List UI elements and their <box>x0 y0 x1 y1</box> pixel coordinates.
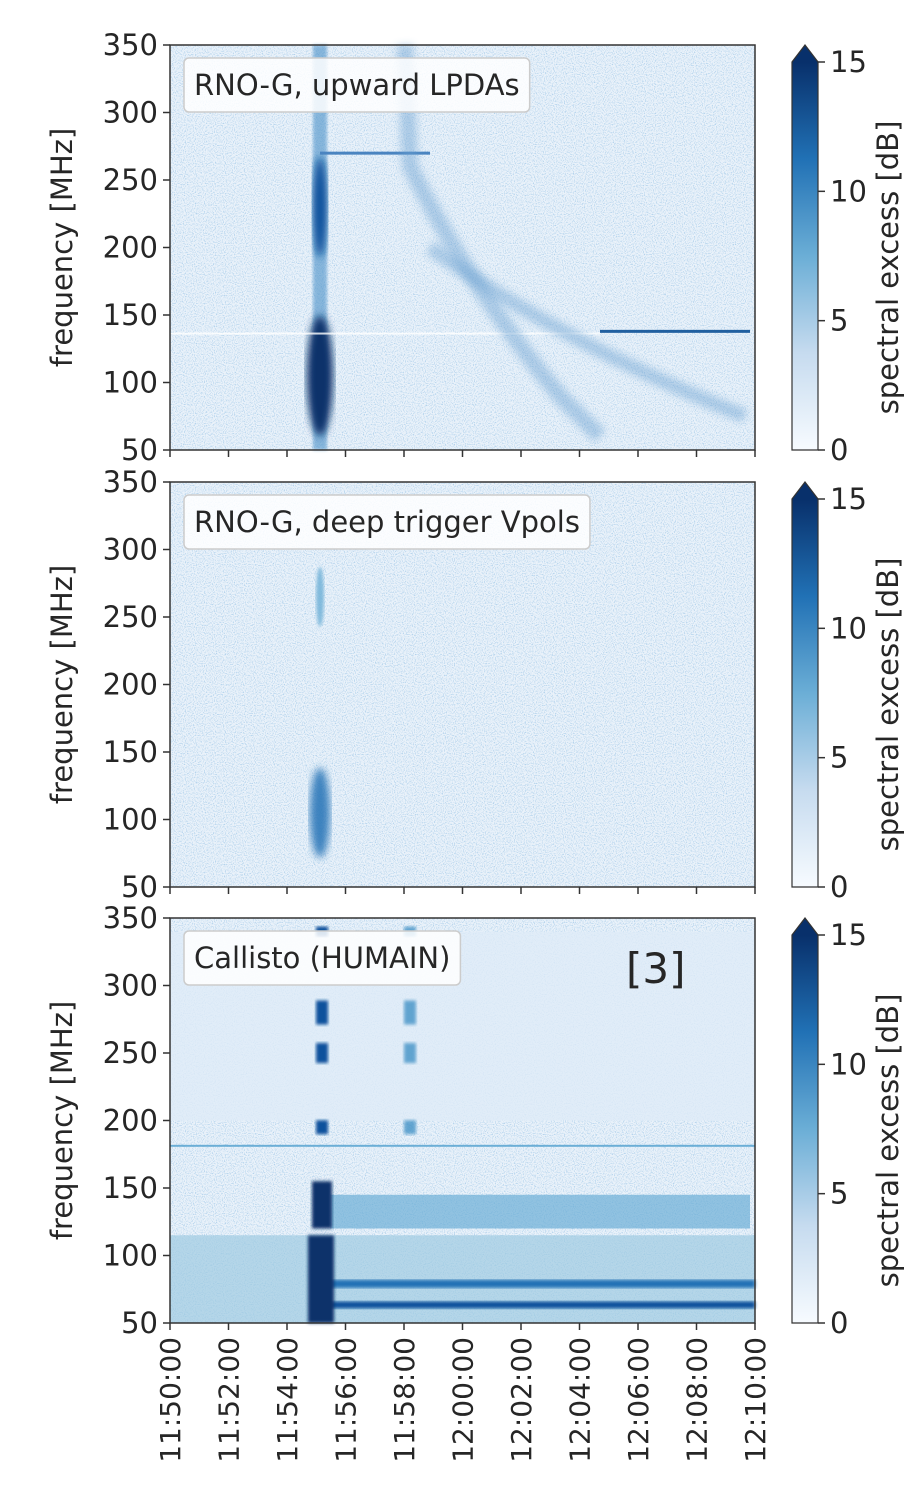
y-tick-label: 250 <box>103 1036 158 1070</box>
burst <box>313 157 327 257</box>
y-tick-label: 200 <box>103 1104 158 1138</box>
y-tick-label: 50 <box>121 1306 158 1340</box>
burst <box>316 1043 328 1063</box>
burst <box>310 767 330 858</box>
colorbar-frame <box>791 481 819 888</box>
legend-label: Callisto (HUMAIN) <box>194 941 450 975</box>
colorbar-tick-label: 15 <box>830 45 867 79</box>
legend-box <box>183 930 462 986</box>
x-tick-label: 12:00:00 <box>447 1337 480 1463</box>
y-tick-label: 100 <box>103 366 158 400</box>
x-tick-label: 11:58:00 <box>388 1337 421 1463</box>
colorbar-tick-label: 10 <box>830 174 867 208</box>
colorbar <box>792 499 818 887</box>
y-tick-label: 200 <box>103 231 158 265</box>
x-tick-label: 12:10:00 <box>739 1337 772 1463</box>
band <box>330 1279 755 1288</box>
line-feature <box>600 329 750 333</box>
x-tick-label: 11:50:00 <box>154 1337 187 1463</box>
y-axis-label: frequency [MHz] <box>45 1001 79 1240</box>
burst <box>307 315 333 436</box>
y-tick-label: 300 <box>103 533 158 567</box>
x-tick-label: 11:56:00 <box>330 1337 363 1463</box>
band <box>170 1235 755 1323</box>
y-tick-label: 350 <box>103 28 158 62</box>
colorbar-label: spectral excess [dB] <box>871 994 905 1288</box>
colorbar-frame <box>791 44 819 451</box>
x-tick-label: 11:54:00 <box>271 1337 304 1463</box>
drift <box>425 241 748 423</box>
y-tick-label: 50 <box>121 870 158 904</box>
colorbar-tick-label: 0 <box>830 870 848 904</box>
burst <box>316 566 324 627</box>
burst <box>312 1181 332 1229</box>
colorbar-extend <box>792 482 818 499</box>
colorbar-label: spectral excess [dB] <box>871 121 905 415</box>
colorbar-tick-label: 10 <box>830 1047 867 1081</box>
colorbar-extend <box>792 918 818 935</box>
colorbar-tick-label: 0 <box>830 433 848 467</box>
colorbar-tick-label: 15 <box>830 482 867 516</box>
burst <box>316 1120 328 1135</box>
y-tick-label: 100 <box>103 1239 158 1273</box>
y-tick-label: 350 <box>103 901 158 935</box>
burst <box>404 1120 416 1135</box>
colorbar <box>792 62 818 450</box>
annotation: [3] <box>626 944 686 993</box>
y-tick-label: 150 <box>103 1171 158 1205</box>
x-tick-label: 11:52:00 <box>213 1337 246 1463</box>
colorbar-frame <box>791 917 819 1324</box>
colorbar-label: spectral excess [dB] <box>871 558 905 852</box>
legend-box <box>183 494 591 550</box>
y-tick-label: 150 <box>103 298 158 332</box>
y-tick-label: 50 <box>121 433 158 467</box>
x-tick-label: 12:02:00 <box>505 1337 538 1463</box>
burst <box>404 1000 416 1025</box>
colorbar-tick-label: 15 <box>830 918 867 952</box>
y-tick-label: 150 <box>103 735 158 769</box>
legend-box <box>183 57 531 113</box>
colorbar-extend <box>792 45 818 62</box>
y-tick-label: 200 <box>103 668 158 702</box>
x-tick-label: 12:08:00 <box>681 1337 714 1463</box>
colorbar-tick-label: 0 <box>830 1306 848 1340</box>
band <box>330 1301 755 1309</box>
y-tick-label: 250 <box>103 600 158 634</box>
y-axis-label: frequency [MHz] <box>45 565 79 804</box>
burst <box>316 1000 328 1025</box>
y-tick-label: 300 <box>103 969 158 1003</box>
line-feature <box>170 332 600 335</box>
legend-label: RNO-G, deep trigger Vpols <box>194 505 580 539</box>
burst <box>404 1043 416 1063</box>
colorbar-tick-label: 5 <box>830 1177 848 1211</box>
y-axis-label: frequency [MHz] <box>45 128 79 367</box>
colorbar-tick-label: 5 <box>830 741 848 775</box>
band <box>330 1194 750 1229</box>
colorbar-tick-label: 5 <box>830 304 848 338</box>
colorbar-tick-label: 10 <box>830 611 867 645</box>
x-tick-label: 12:04:00 <box>564 1337 597 1463</box>
y-tick-label: 350 <box>103 465 158 499</box>
y-tick-label: 250 <box>103 163 158 197</box>
line-feature <box>170 1144 755 1147</box>
line-feature <box>320 151 430 155</box>
legend-label: RNO-G, upward LPDAs <box>194 68 520 102</box>
colorbar <box>792 935 818 1323</box>
y-tick-label: 100 <box>103 803 158 837</box>
y-tick-label: 300 <box>103 96 158 130</box>
x-tick-label: 12:06:00 <box>622 1337 655 1463</box>
burst <box>308 1235 334 1323</box>
